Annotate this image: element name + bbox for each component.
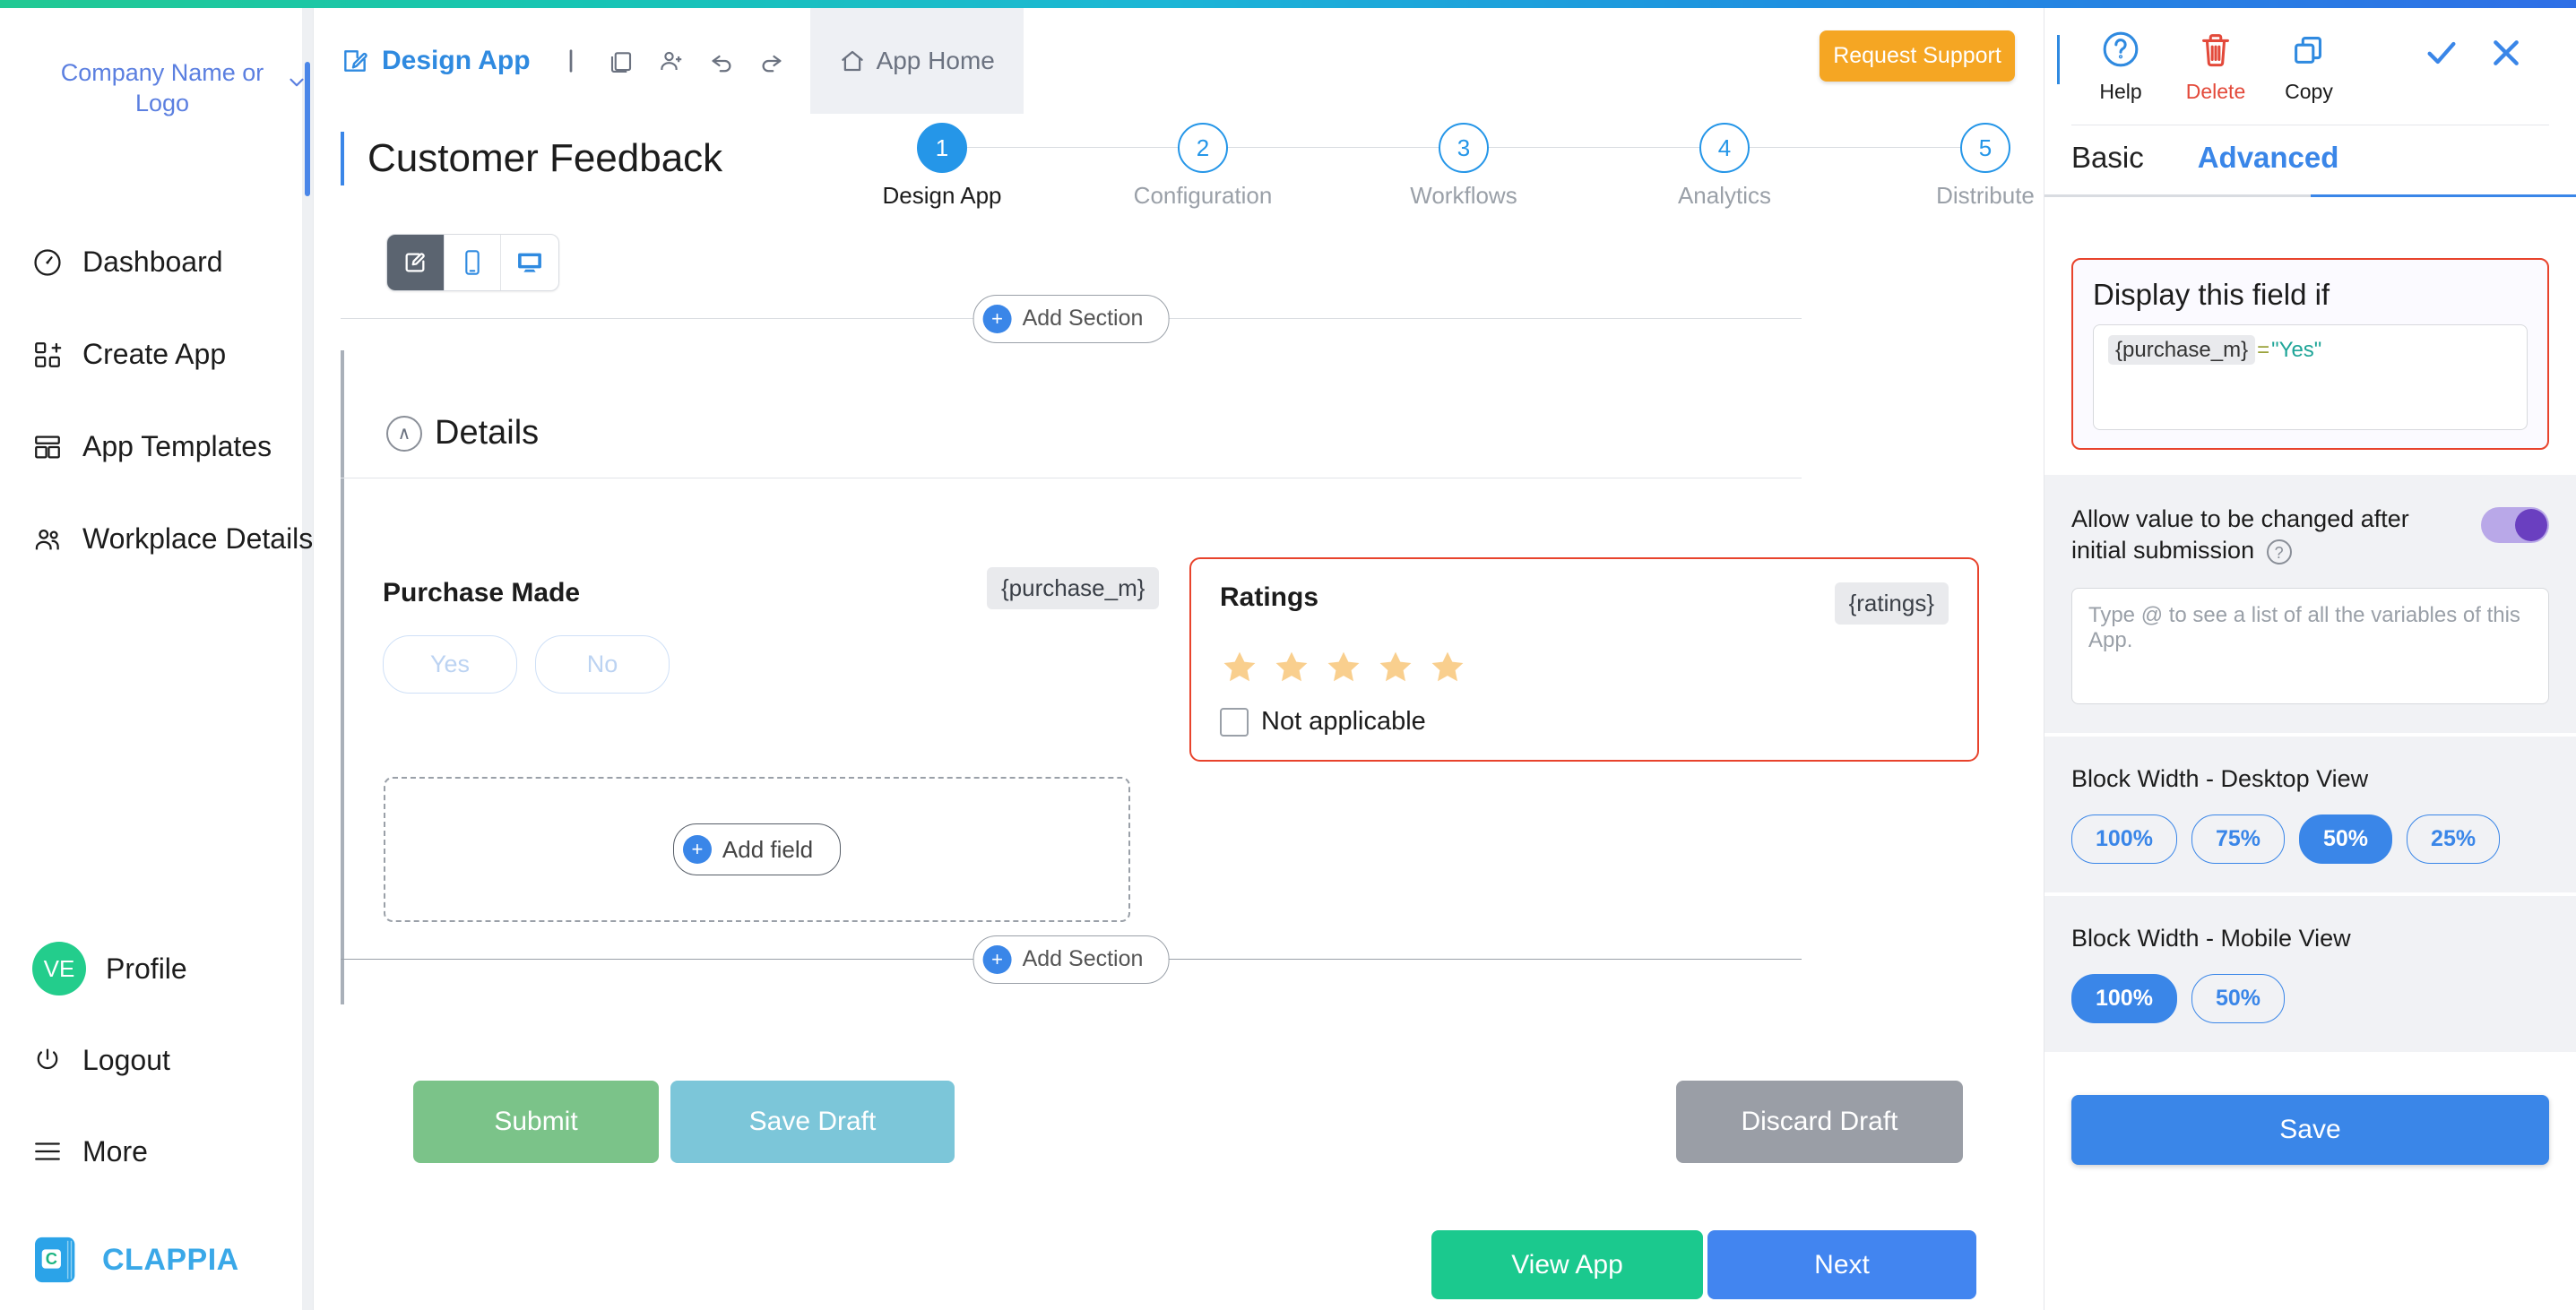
svg-text:C: C <box>46 1249 57 1268</box>
